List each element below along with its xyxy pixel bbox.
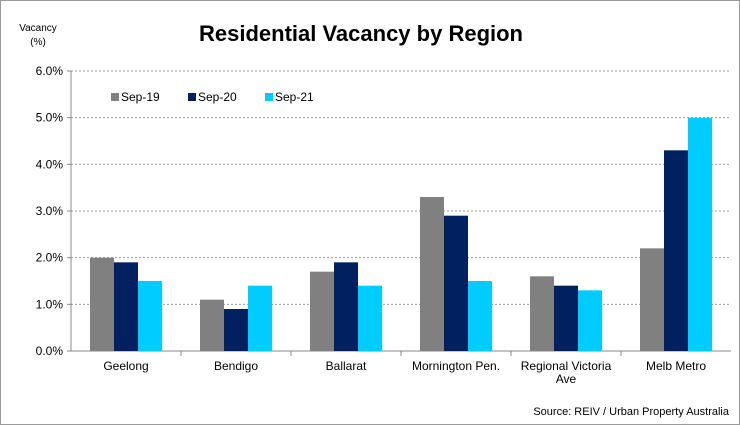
bar-sep-19 [640,248,664,351]
y-axis-label: Vacancy [19,23,57,34]
bar-sep-20 [224,309,248,351]
x-tick-label: Ave [556,372,577,386]
x-tick-label: Mornington Pen. [412,359,500,373]
bar-sep-20 [664,150,688,351]
bar-sep-21 [578,290,602,351]
bar-sep-21 [248,285,272,351]
bar-sep-19 [90,257,114,351]
x-tick-label: Bendigo [214,359,258,373]
bar-sep-19 [420,197,444,351]
legend-label: Sep-21 [275,90,314,104]
legend-swatch [188,93,196,101]
y-tick-label: 2.0% [36,251,64,265]
bar-sep-19 [200,299,224,351]
bar-sep-21 [468,281,492,351]
y-tick-label: 4.0% [36,157,64,171]
source-note: Source: REIV / Urban Property Australia [533,406,730,418]
legend-label: Sep-19 [121,90,160,104]
x-tick-label: Geelong [103,359,148,373]
bar-sep-19 [530,276,554,351]
bar-sep-19 [310,271,334,351]
legend-swatch [111,93,119,101]
bar-sep-21 [688,117,712,352]
y-tick-label: 6.0% [36,64,64,78]
legend-swatch [265,93,273,101]
bar-sep-21 [138,281,162,351]
y-axis-label: (%) [30,37,46,48]
x-tick-label: Regional Victoria [521,359,612,373]
chart-title: Residential Vacancy by Region [199,21,523,46]
y-tick-label: 1.0% [36,297,64,311]
bar-sep-20 [444,215,468,351]
x-tick-label: Ballarat [326,359,367,373]
x-tick-label: Melb Metro [646,359,706,373]
bar-sep-20 [114,262,138,351]
bar-sep-20 [554,285,578,351]
legend-label: Sep-20 [198,90,237,104]
y-tick-label: 0.0% [36,344,64,358]
bar-sep-20 [334,262,358,351]
y-tick-label: 3.0% [36,204,64,218]
y-tick-label: 5.0% [36,111,64,125]
bar-sep-21 [358,285,382,351]
